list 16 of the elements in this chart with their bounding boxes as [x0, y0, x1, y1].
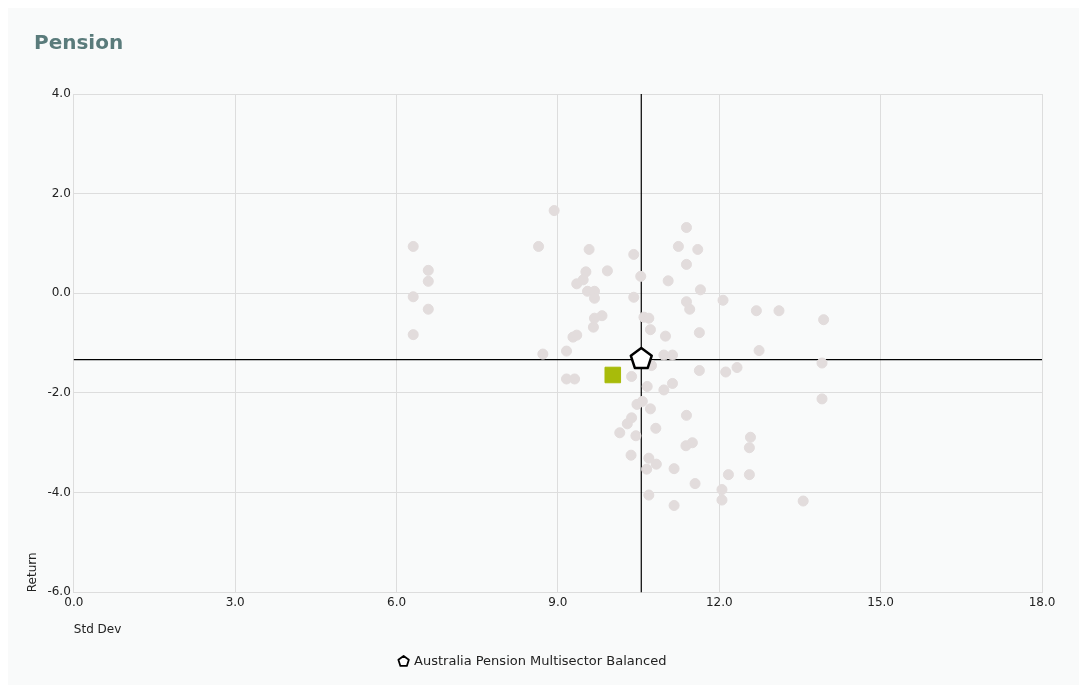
x-tick-label: 9.0: [548, 594, 568, 609]
chart-title: Pension: [33, 29, 125, 56]
x-tick-label: 6.0: [387, 594, 407, 609]
y-tick-label: 0.0: [51, 285, 71, 300]
y-tick-label: 4.0: [51, 86, 71, 101]
x-tick-label: 12.0: [705, 594, 733, 609]
y-tick-label: -2.0: [47, 385, 71, 400]
legend-label: Australia Pension Multisector Balanced: [414, 652, 667, 668]
x-tick-label: 18.0: [1028, 594, 1056, 609]
x-tick-label: 15.0: [867, 594, 894, 609]
x-tick-label: 0.0: [64, 594, 84, 609]
x-axis-title: Std Dev: [73, 621, 122, 636]
y-axis-title: Return: [25, 552, 40, 593]
x-tick-label: 3.0: [225, 594, 245, 609]
y-tick-label: -4.0: [47, 484, 71, 499]
y-tick-label: 2.0: [51, 185, 71, 200]
